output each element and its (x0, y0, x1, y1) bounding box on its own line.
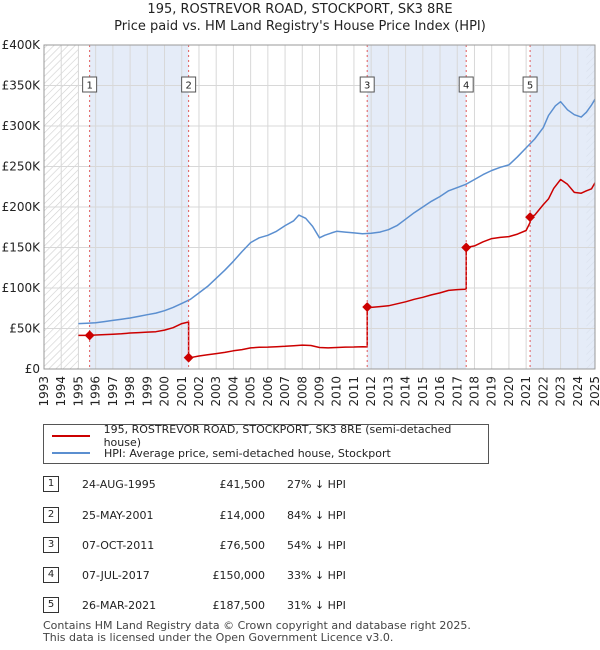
legend-item-property: 195, ROSTREVOR ROAD, STOCKPORT, SK3 8RE … (52, 423, 488, 449)
transaction-hpi-diff: 84% ↓ HPI (287, 509, 346, 522)
sale-point-3 (362, 302, 373, 312)
legend-label-property: 195, ROSTREVOR ROAD, STOCKPORT, SK3 8RE … (103, 423, 452, 449)
sale-point-5 (525, 212, 536, 223)
sale-box-label-2: 2 (185, 81, 191, 92)
transaction-hpi-diff: 27% ↓ HPI (287, 478, 346, 491)
x-tick-label: 2021 (519, 376, 533, 407)
transaction-number: 4 (43, 567, 59, 583)
transaction-number: 5 (43, 597, 59, 613)
y-tick-label: £50K (9, 322, 41, 336)
y-tick-label: £0 (25, 362, 40, 376)
x-tick-label: 2013 (381, 376, 395, 407)
transaction-date: 25-MAY-2001 (82, 509, 154, 522)
transaction-price: £41,500 (219, 478, 266, 491)
y-tick-label: £400K (2, 38, 42, 52)
footer-copyright: Contains HM Land Registry data © Crown c… (43, 619, 471, 632)
x-tick-label: 2012 (364, 376, 378, 407)
x-tick-label: 2004 (226, 376, 240, 407)
sale-box-label-3: 3 (364, 81, 370, 92)
transaction-number: 3 (43, 537, 59, 553)
x-tick-label: 2005 (244, 376, 258, 407)
x-tick-label: 2002 (192, 376, 206, 407)
sale-box-1 (82, 76, 98, 93)
transaction-hpi-diff: 54% ↓ HPI (287, 539, 346, 552)
y-tick-label: £250K (2, 160, 42, 174)
transaction-date: 07-JUL-2017 (82, 569, 150, 582)
transaction-date: 07-OCT-2011 (82, 539, 155, 552)
transaction-price: £76,500 (219, 539, 266, 552)
y-tick-label: £300K (2, 119, 42, 133)
sale-box-2 (181, 76, 197, 93)
sale-box-label-1: 1 (86, 81, 92, 92)
plot-frame (43, 44, 596, 370)
transaction-date: 24-AUG-1995 (82, 478, 156, 491)
legend-swatch-hpi (52, 452, 90, 454)
x-tick-label: 1996 (89, 376, 103, 407)
legend-item-hpi: HPI: Average price, semi-detached house,… (52, 445, 391, 461)
transaction-row-2: 2 25-MAY-2001 £14,000 84% ↓ HPI (0, 507, 600, 525)
y-tick-label: £100K (2, 281, 42, 295)
price-chart: 1 2 3 4 5 £0 £50K £100K £150K £200K £250K £300K £35… (2, 38, 600, 407)
x-tick-label: 2011 (347, 376, 361, 407)
footer-licence: This data is licensed under the Open Gov… (43, 631, 394, 644)
x-tick-label: 2000 (158, 376, 172, 407)
transaction-number: 1 (43, 476, 59, 492)
x-tick-label: 2010 (330, 376, 344, 407)
x-tick-label: 2001 (175, 376, 189, 407)
transaction-hpi-diff: 31% ↓ HPI (287, 599, 346, 612)
legend-label-hpi: HPI: Average price, semi-detached house,… (104, 446, 391, 460)
x-tick-label: 1998 (123, 376, 137, 407)
sale-box-3 (359, 76, 375, 93)
x-tick-label: 2015 (416, 376, 430, 407)
transaction-row-3: 3 07-OCT-2011 £76,500 54% ↓ HPI (0, 537, 600, 555)
hpi-line (78, 98, 595, 325)
transaction-number: 2 (43, 507, 59, 523)
x-tick-label: 2019 (485, 376, 499, 407)
x-tick-label: 2003 (209, 376, 223, 407)
chart-subtitle: Price paid vs. HM Land Registry's House … (114, 19, 486, 34)
x-tick-label: 2024 (571, 376, 585, 407)
x-tick-label: 2016 (433, 376, 447, 407)
transaction-price: £150,000 (212, 569, 266, 582)
transaction-hpi-diff: 33% ↓ HPI (287, 569, 346, 582)
x-tick-label: 1995 (71, 376, 85, 407)
x-tick-label: 2014 (399, 376, 413, 407)
y-tick-label: £150K (2, 241, 42, 255)
chart-title: 195, ROSTREVOR ROAD, STOCKPORT, SK3 8RE (147, 2, 453, 17)
legend-swatch-property (52, 435, 90, 437)
sale-box-4 (458, 76, 474, 93)
x-tick-label: 2025 (588, 376, 600, 407)
x-tick-label: 1993 (37, 376, 51, 407)
sale-point-2 (183, 352, 194, 363)
x-tick-label: 2006 (261, 376, 275, 407)
y-tick-label: £200K (2, 200, 42, 214)
x-tick-label: 2009 (313, 376, 327, 407)
sale-point-4 (461, 242, 472, 253)
x-tick-label: 2008 (295, 376, 309, 407)
sale-box-5 (522, 76, 538, 93)
x-tick-label: 2023 (554, 376, 568, 407)
x-tick-label: 2007 (278, 376, 292, 407)
transaction-row-4: 4 07-JUL-2017 £150,000 33% ↓ HPI (0, 567, 600, 585)
x-tick-label: 2020 (502, 376, 516, 407)
x-tick-label: 2018 (467, 376, 481, 407)
x-tick-label: 1999 (140, 376, 154, 407)
transaction-date: 26-MAR-2021 (82, 599, 157, 612)
x-tick-label: 2022 (536, 376, 550, 407)
x-tick-label: 1997 (106, 376, 120, 407)
x-tick-label: 2017 (450, 376, 464, 407)
x-tick-label: 1994 (54, 376, 68, 407)
transaction-price: £14,000 (219, 509, 266, 522)
y-tick-label: £350K (2, 79, 42, 93)
transaction-row-5: 5 26-MAR-2021 £187,500 31% ↓ HPI (0, 597, 600, 615)
sale-box-label-5: 5 (527, 81, 533, 92)
sale-box-label-4: 4 (463, 81, 469, 92)
transaction-row-1: 1 24-AUG-1995 £41,500 27% ↓ HPI (0, 476, 600, 494)
chart-legend: 195, ROSTREVOR ROAD, STOCKPORT, SK3 8RE … (43, 423, 489, 464)
transaction-price: £187,500 (212, 599, 266, 612)
